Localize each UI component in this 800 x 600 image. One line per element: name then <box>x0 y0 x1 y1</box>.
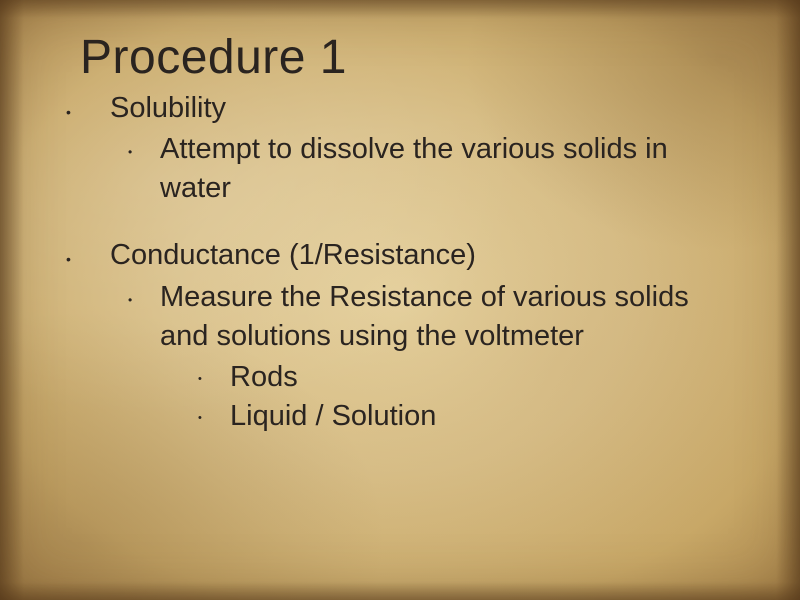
list-item: • Attempt to dissolve the various solids… <box>110 130 740 208</box>
list-item-text: Attempt to dissolve the various solids i… <box>160 130 740 208</box>
bullet-icon: • <box>110 130 160 208</box>
list-item-text: Measure the Resistance of various solids… <box>160 278 740 356</box>
list-item: • Rods <box>160 358 740 397</box>
list-item: • Measure the Resistance of various soli… <box>110 278 740 437</box>
bullet-icon: • <box>60 89 110 208</box>
list-item-heading: Conductance (1/Resistance) <box>110 236 740 275</box>
list-item-body: Solubility • Attempt to dissolve the var… <box>110 89 740 208</box>
bullet-icon: • <box>160 358 230 397</box>
slide-title: Procedure 1 <box>80 30 740 85</box>
bullet-icon: • <box>60 236 110 436</box>
list-item-body: Conductance (1/Resistance) • Measure the… <box>110 236 740 436</box>
bullet-icon: • <box>160 397 230 436</box>
list-item-text: Liquid / Solution <box>230 397 740 436</box>
list-item: • Solubility • Attempt to dissolve the v… <box>60 89 740 208</box>
list-item-body: Measure the Resistance of various solids… <box>160 278 740 437</box>
slide-content: • Solubility • Attempt to dissolve the v… <box>60 89 740 436</box>
list-item: • Liquid / Solution <box>160 397 740 436</box>
slide-background: Procedure 1 • Solubility • Attempt to di… <box>0 0 800 600</box>
sub-list: • Rods • Liquid / Solution <box>160 358 740 436</box>
bullet-icon: • <box>110 278 160 437</box>
list-item-heading: Solubility <box>110 89 740 128</box>
list-item: • Conductance (1/Resistance) • Measure t… <box>60 236 740 436</box>
list-item-text: Rods <box>230 358 740 397</box>
